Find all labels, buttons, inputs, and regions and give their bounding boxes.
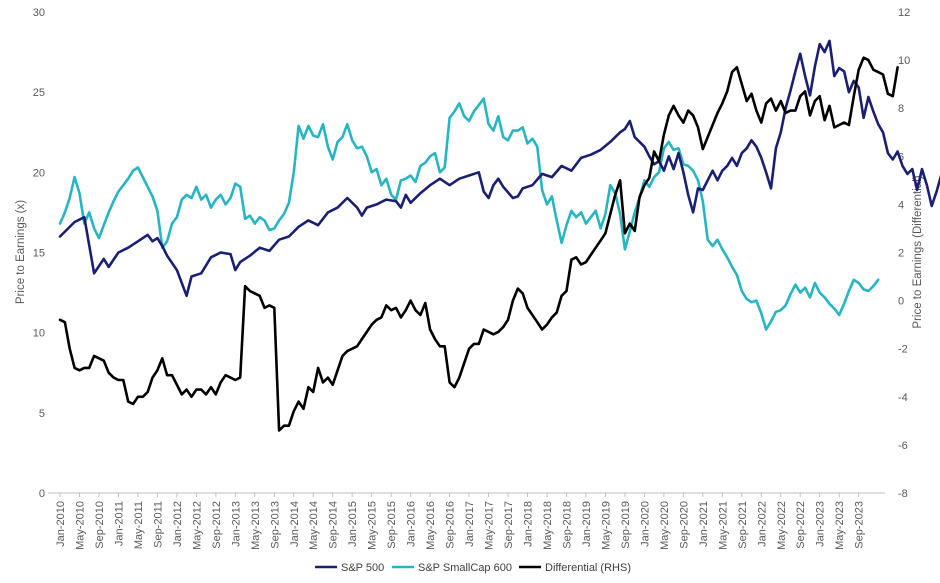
x-tick-label: Jan-2019 [581,501,593,547]
legend-label-s-p-smallcap-600: S&P SmallCap 600 [418,562,512,574]
left-axis: 0 5 10 15 20 25 30 [33,7,45,500]
x-tick-label: Jan-2017 [464,501,476,547]
legend: S&P 500 S&P SmallCap 600 Differential (RHS… [315,562,631,574]
x-tick-label: May-2017 [484,501,496,550]
x-tick-label: Sep-2013 [269,501,281,549]
left-tick-label: 10 [33,328,45,340]
right-axis-title: Price to Earnings (Differential) [912,175,924,328]
x-tick-label: May-2013 [250,501,262,550]
x-tick-label: May-2019 [600,501,612,550]
left-tick-label: 20 [33,167,45,179]
x-tick-label: Sep-2017 [503,501,515,549]
left-tick-label: 0 [39,488,45,500]
right-tick-label: -2 [898,344,908,356]
x-tick-label: Sep-2023 [854,501,866,549]
right-tick-label: 2 [898,248,904,260]
x-tick-label: Jan-2012 [172,501,184,547]
right-tick-label: -8 [898,488,908,500]
right-tick-label: 12 [898,7,910,19]
right-tick-label: 10 [898,55,910,67]
left-tick-label: 5 [39,408,45,420]
x-tick-label: Sep-2021 [737,501,749,549]
x-tick-label: May-2014 [308,501,320,550]
x-tick-label: Sep-2012 [211,501,223,549]
x-tick-label: May-2021 [717,501,729,550]
x-tick-label: May-2016 [425,501,437,550]
x-tick-label: Jan-2016 [406,501,418,547]
x-tick-label: Sep-2022 [795,501,807,549]
left-tick-label: 30 [33,7,45,19]
x-tick-label: Jan-2020 [639,501,651,547]
x-tick-label: Sep-2019 [620,501,632,549]
x-tick-label: Jan-2022 [756,501,768,547]
right-tick-label: -4 [898,392,908,404]
x-tick-label: Sep-2016 [445,501,457,549]
series-lines [58,39,940,432]
right-tick-label: 6 [898,151,904,163]
right-axis: -8 -6 -4 -2 0 2 4 6 8 10 12 [898,7,910,500]
x-tick-label: Sep-2015 [386,501,398,549]
x-tick-label: Sep-2020 [678,501,690,549]
x-tick-label: Jan-2014 [289,501,301,547]
x-tick-label: May-2010 [74,501,86,550]
x-tick-label: May-2018 [542,501,554,550]
x-tick-label: May-2020 [659,501,671,550]
x-tick-label: May-2015 [367,501,379,550]
series-line-s-p-smallcap-600 [58,97,880,331]
x-tick-label: Jan-2013 [230,501,242,547]
x-tick-label: Sep-2011 [152,501,164,548]
left-tick-label: 25 [33,87,45,99]
x-tick-label: Jan-2011 [113,501,125,546]
legend-label-differential-rhs: Differential (RHS) [545,562,631,574]
x-tick-label: Jan-2010 [55,501,67,547]
right-tick-label: -6 [898,440,908,452]
x-tick-label: Sep-2018 [561,501,573,549]
x-tick-label: Jan-2021 [698,501,710,547]
right-tick-label: 4 [898,199,904,211]
x-tick-label: May-2022 [776,501,788,550]
legend-label-s-p-500: S&P 500 [341,562,384,574]
x-tick-label: Sep-2014 [328,501,340,549]
right-tick-label: 8 [898,103,904,115]
x-axis: Jan-2010 May-2010 Sep-2010 Jan-2011 May-2011… [55,493,866,550]
x-tick-label: May-2012 [191,501,203,550]
right-tick-label: 0 [898,296,904,308]
left-tick-label: 15 [33,248,45,260]
x-tick-label: Jan-2015 [347,501,359,547]
x-tick-label: May-2023 [834,501,846,550]
x-tick-label: Sep-2010 [94,501,106,549]
left-axis-title: Price to Earnings (x) [15,200,27,304]
x-tick-label: Jan-2023 [815,501,827,547]
x-tick-label: Jan-2018 [523,501,535,547]
series-line-differential-rhs [58,56,899,432]
x-tick-label: May-2011 [133,501,145,549]
